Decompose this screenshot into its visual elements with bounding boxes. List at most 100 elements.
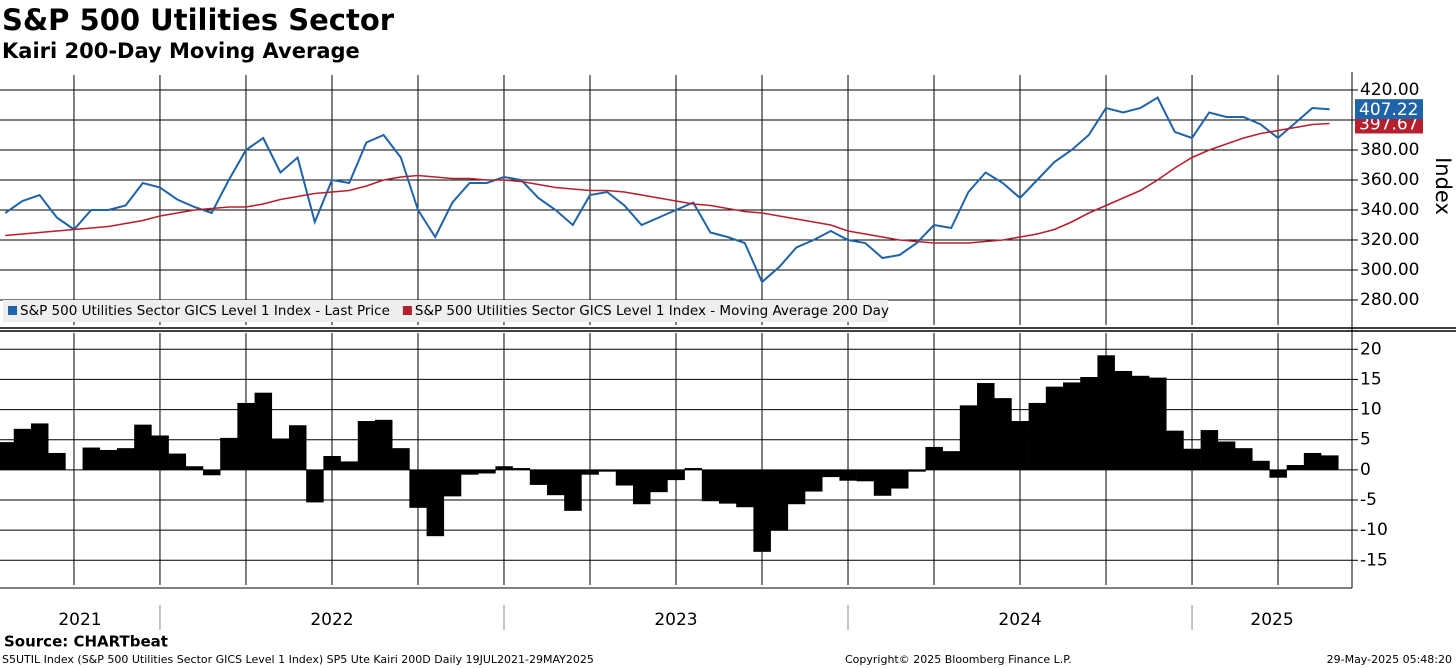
y-tick-label: 320.00: [1360, 230, 1419, 250]
timestamp: 29-May-2025 05:48:20: [1327, 653, 1452, 666]
bar: [168, 453, 187, 470]
bar: [30, 423, 49, 470]
bar: [822, 469, 840, 478]
bar: [891, 469, 909, 489]
bar: [856, 469, 875, 482]
bar: [82, 447, 101, 470]
bar: [0, 442, 15, 470]
bar: [1149, 377, 1167, 470]
bar: [151, 435, 169, 470]
bar: [1063, 382, 1081, 470]
bar: [684, 468, 703, 470]
y-tick-label: 340.00: [1360, 200, 1419, 220]
bar: [271, 438, 290, 470]
bar: [478, 469, 496, 474]
y-tick-label: 5: [1360, 430, 1371, 450]
bar: [185, 466, 204, 470]
bar: [460, 469, 479, 475]
bar: [1011, 421, 1029, 470]
bar: [615, 469, 634, 486]
bar: [1252, 460, 1270, 470]
bar: [374, 419, 393, 470]
bar: [908, 469, 926, 472]
bar: [650, 469, 668, 493]
bar: [220, 437, 238, 470]
bar: [1200, 430, 1219, 470]
bar: [787, 469, 806, 505]
end-label-box: [1355, 99, 1423, 120]
bar: [977, 383, 995, 470]
line-series: [4, 96, 1330, 284]
bar: [770, 469, 789, 531]
y-tick-label: 360.00: [1360, 170, 1419, 190]
chart-subtitle: Kairi 200-Day Moving Average: [2, 39, 360, 63]
x-tick-label: 2023: [654, 610, 697, 630]
y-tick-label: 420.00: [1360, 80, 1419, 100]
x-tick-label: 2021: [58, 610, 101, 630]
x-tick-label: 2024: [998, 610, 1041, 630]
bar: [546, 469, 565, 496]
bar: [1286, 465, 1305, 470]
legend-box: [3, 300, 888, 322]
bar: [48, 452, 66, 470]
end-label: 397.67: [1359, 114, 1418, 134]
x-tick-label: 2025: [1250, 610, 1293, 630]
bar: [805, 469, 823, 492]
bar: [632, 469, 651, 505]
bar: [1080, 377, 1098, 470]
bar: [1114, 370, 1133, 470]
bar: [564, 469, 582, 511]
bar: [13, 428, 32, 470]
y-tick-label: 20: [1360, 339, 1382, 359]
bar: [839, 469, 857, 481]
description: S5UTIL Index (S&P 500 Utilities Sector G…: [2, 653, 594, 666]
y-axis-label: Index: [1431, 157, 1455, 215]
legend-label: S&P 500 Utilities Sector GICS Level 1 In…: [415, 303, 889, 319]
bar: [1235, 448, 1253, 470]
bar: [873, 469, 892, 496]
bar: [512, 468, 531, 470]
bar: [994, 398, 1012, 470]
bar: [392, 448, 410, 470]
y-tick-label: -10: [1360, 520, 1388, 540]
y-tick-label: 300.00: [1360, 260, 1419, 280]
bar: [1183, 448, 1201, 470]
bar: [736, 469, 754, 508]
bar: [1321, 455, 1339, 470]
y-tick-label: 380.00: [1360, 140, 1419, 160]
bar: [1166, 430, 1184, 470]
line-series: [5, 122, 1330, 244]
y-tick-label: 280.00: [1360, 290, 1419, 310]
bar: [254, 392, 273, 470]
bar: [116, 448, 135, 470]
bar: [288, 425, 307, 470]
y-tick-label: 10: [1360, 400, 1382, 420]
bar: [753, 469, 771, 552]
bar: [357, 421, 376, 470]
bar: [1045, 386, 1064, 470]
bar: [598, 469, 617, 472]
bar: [409, 469, 427, 508]
legend-marker: [402, 306, 412, 315]
bar: [306, 469, 324, 503]
bar: [529, 469, 548, 485]
bar: [581, 469, 599, 475]
y-tick-label: -5: [1360, 490, 1377, 510]
y-tick-label: -15: [1360, 550, 1388, 570]
bar: [202, 469, 221, 476]
bar: [701, 469, 720, 502]
chart-title: S&P 500 Utilities Sector: [2, 3, 395, 37]
y-tick-label: 15: [1360, 369, 1382, 389]
x-tick-label: 2022: [310, 610, 353, 630]
bar: [942, 451, 961, 470]
source: Source: CHARTbeat: [4, 633, 168, 651]
bar: [1131, 375, 1150, 470]
bar: [925, 446, 943, 470]
bar: [443, 469, 462, 497]
bar: [667, 469, 685, 481]
y-tick-label: 0: [1360, 460, 1371, 480]
bar: [340, 461, 359, 470]
legend-marker: [8, 306, 17, 315]
bar: [1303, 452, 1322, 470]
